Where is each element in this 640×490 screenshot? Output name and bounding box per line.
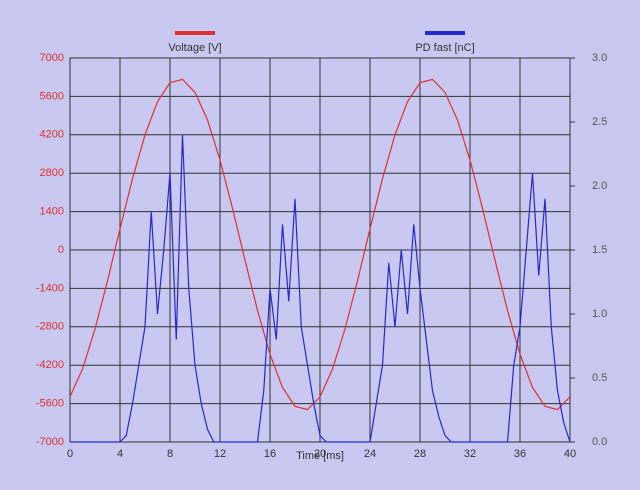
y-tick-label: 2800: [40, 167, 64, 179]
y-tick-label: 5600: [40, 90, 64, 102]
x-tick-label: 12: [214, 448, 226, 460]
y2-tick-label: 3.0: [592, 52, 607, 64]
y-tick-label: 0: [58, 244, 64, 256]
series-line: [69, 78, 571, 411]
x-tick-label: 16: [264, 448, 276, 460]
y-tick-label: -5600: [36, 398, 64, 410]
x-tick-label: 8: [167, 448, 173, 460]
y-tick-label: 7000: [40, 52, 64, 64]
x-tick-label: 20: [314, 448, 326, 460]
legend-label: Voltage [V]: [168, 42, 221, 54]
y-tick-label: -2800: [36, 321, 64, 333]
x-tick-label: 4: [117, 448, 123, 460]
y2-tick-label: 2.0: [592, 180, 607, 192]
series-line: [70, 134, 571, 443]
y2-tick-label: 1.0: [592, 308, 607, 320]
y-tick-label: -1400: [36, 282, 64, 294]
x-axis-label: Time [ms]: [296, 450, 344, 462]
y2-tick-label: 0.5: [592, 372, 607, 384]
y2-tick-label: 2.5: [592, 116, 607, 128]
x-tick-label: 40: [564, 448, 576, 460]
x-tick-label: 32: [464, 448, 476, 460]
y2-tick-label: 0.0: [592, 436, 607, 448]
legend-label: PD fast [nC]: [415, 42, 474, 54]
y-tick-label: 4200: [40, 129, 64, 141]
x-tick-label: 0: [67, 448, 73, 460]
y2-tick-label: 1.5: [592, 244, 607, 256]
y-tick-label: -4200: [36, 359, 64, 371]
y-tick-label: 1400: [40, 206, 64, 218]
y-tick-label: -7000: [36, 436, 64, 448]
x-tick-label: 36: [514, 448, 526, 460]
x-tick-label: 28: [414, 448, 426, 460]
x-tick-label: 24: [364, 448, 376, 460]
